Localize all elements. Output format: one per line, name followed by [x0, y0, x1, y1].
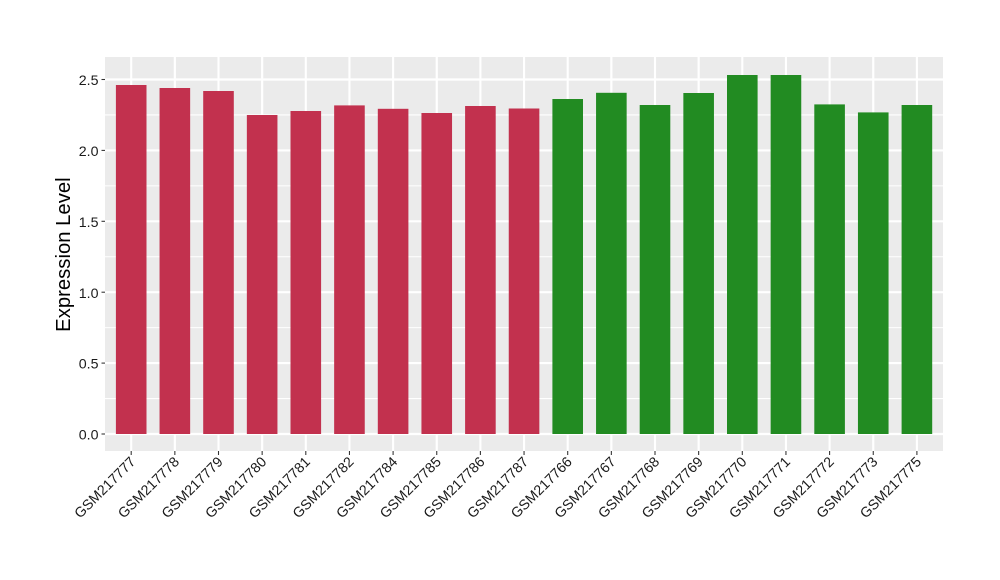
svg-text:2.0: 2.0 [79, 144, 99, 160]
svg-text:2.5: 2.5 [79, 73, 99, 89]
svg-text:Expression Level: Expression Level [53, 177, 75, 331]
svg-text:1.5: 1.5 [79, 215, 99, 231]
svg-text:0.0: 0.0 [79, 428, 99, 444]
svg-text:0.5: 0.5 [79, 357, 99, 373]
svg-text:1.0: 1.0 [79, 286, 99, 302]
